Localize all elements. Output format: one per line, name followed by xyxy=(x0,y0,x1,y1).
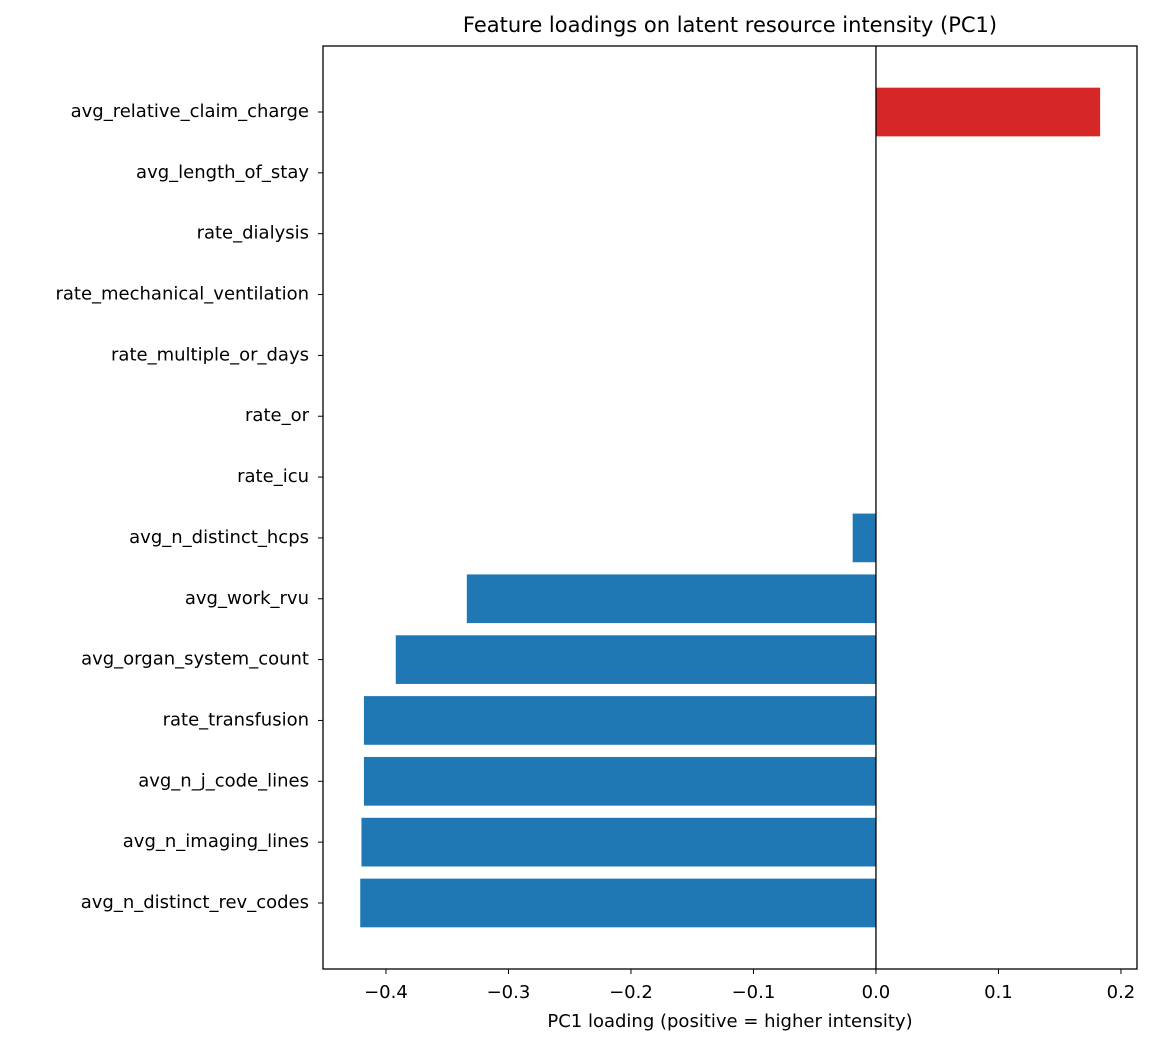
x-tick-label: −0.2 xyxy=(609,982,653,1003)
y-tick-label: rate_multiple_or_days xyxy=(111,344,309,365)
bar xyxy=(363,756,876,806)
bar xyxy=(360,878,876,928)
y-tick-label: avg_n_j_code_lines xyxy=(138,770,309,791)
y-tick-label: rate_icu xyxy=(237,466,309,487)
x-tick-label: 0.0 xyxy=(862,982,891,1003)
bar xyxy=(363,696,876,745)
x-tick-label: −0.3 xyxy=(487,982,531,1003)
y-tick-label: avg_length_of_stay xyxy=(136,162,309,183)
bar xyxy=(395,635,876,684)
bar xyxy=(361,817,876,867)
chart-title: Feature loadings on latent resource inte… xyxy=(463,13,997,37)
plot-frame xyxy=(322,45,1138,970)
bar xyxy=(852,513,876,563)
y-tick-label: avg_organ_system_count xyxy=(81,649,309,670)
y-tick-label: rate_mechanical_ventilation xyxy=(55,284,309,305)
y-tick-label: avg_n_distinct_rev_codes xyxy=(81,892,309,913)
bar xyxy=(466,574,876,624)
bar xyxy=(875,87,1101,137)
x-tick-label: 0.1 xyxy=(984,982,1013,1003)
y-tick-label: rate_transfusion xyxy=(163,709,309,730)
y-tick-label: avg_work_rvu xyxy=(185,588,309,609)
y-tick-label: rate_dialysis xyxy=(197,223,309,244)
y-tick-label: rate_or xyxy=(245,405,310,426)
x-tick-label: −0.4 xyxy=(364,982,408,1003)
x-tick-label: −0.1 xyxy=(732,982,776,1003)
y-tick-label: avg_n_imaging_lines xyxy=(123,831,309,852)
y-tick-label: avg_relative_claim_charge xyxy=(71,101,309,122)
x-tick-label: 0.2 xyxy=(1107,982,1136,1003)
y-tick-label: avg_n_distinct_hcps xyxy=(129,527,309,548)
x-axis-label: PC1 loading (positive = higher intensity… xyxy=(547,1011,912,1032)
